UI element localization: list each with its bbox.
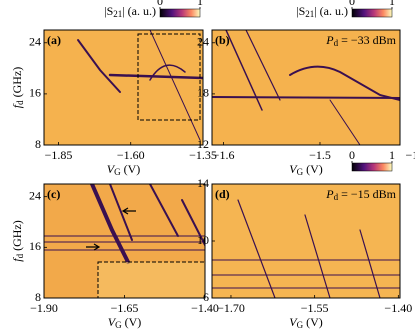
heatmap-a [44, 30, 203, 145]
x-tick-label: −1.40 [384, 301, 412, 315]
x-tick-label: −1.90 [30, 301, 58, 315]
colorbar-tick-label: 1 [389, 148, 395, 162]
y-tick-label: 24 [29, 188, 41, 202]
annotation-part: d [334, 192, 339, 202]
colorbar-label: |S21| (a. u.) [104, 4, 156, 19]
y-tick-label: 6 [203, 290, 209, 304]
x-tick-label: −1.4 [405, 148, 415, 162]
x-axis-label-part: G [297, 320, 304, 330]
colorbar-label-part: | (a. u.) [122, 4, 156, 18]
y-axis-label-part: d [15, 253, 25, 258]
x-axis-label-part: (V) [303, 162, 323, 176]
colorbar-label-part: 21 [305, 9, 314, 19]
y-tick-label: 18 [197, 86, 209, 100]
colorbar [351, 162, 393, 172]
colorbar [351, 8, 393, 18]
annotation-part: P [325, 187, 334, 201]
x-axis-label-part: G [297, 167, 304, 177]
x-tick-label: −1.85 [45, 148, 73, 162]
x-tick-label: −1.70 [217, 301, 245, 315]
x-axis-label: VG (V) [107, 162, 141, 177]
panel-label: (d) [215, 187, 230, 201]
x-axis-label-part: G [114, 167, 121, 177]
colorbar-label-part: | (a. u.) [314, 4, 348, 18]
x-axis-label: VG (V) [289, 162, 323, 177]
x-tick-label: −1.6 [213, 148, 235, 162]
x-axis-label-part: (V) [121, 162, 141, 176]
y-axis-label-part: (GHz) [10, 67, 24, 101]
x-axis-label-part: V [108, 315, 117, 329]
x-tick-label: −1.55 [301, 301, 329, 315]
annotation-part: = −15 dBm [338, 187, 397, 201]
y-tick-label: 14 [197, 176, 209, 190]
x-axis-label-part: G [115, 320, 122, 330]
x-tick-label: −1.35 [189, 148, 217, 162]
panel-label: (b) [215, 33, 230, 47]
y-tick-label: 16 [29, 239, 41, 253]
colorbar-label-part: 21 [113, 9, 122, 19]
x-tick-label: −1.5 [309, 148, 331, 162]
x-axis-label-part: (V) [303, 315, 323, 329]
y-tick-label: 10 [197, 233, 209, 247]
colorbar-tick-label: 1 [197, 0, 203, 8]
panel-label: (c) [47, 187, 60, 201]
colorbar-tick-label: 0 [349, 0, 355, 8]
annotation-part: P [325, 33, 334, 47]
y-axis-label-part: (GHz) [10, 220, 24, 254]
x-axis-label: VG (V) [108, 315, 142, 330]
annotation-part: d [334, 38, 339, 48]
annotation: Pd = −33 dBm [325, 33, 396, 48]
plot-frame [211, 29, 401, 146]
y-axis-label: fd (GHz) [10, 67, 25, 109]
x-tick-label: −1.65 [111, 301, 139, 315]
y-axis-label: fd (GHz) [10, 220, 25, 262]
x-axis-label: VG (V) [289, 315, 323, 330]
heatmap-d [212, 184, 400, 298]
y-axis-label-part: f [10, 103, 24, 108]
annotation-part: = −33 dBm [338, 33, 397, 47]
y-axis-label-part: d [15, 100, 25, 105]
y-tick-label: 12 [197, 137, 209, 151]
x-axis-label-part: V [289, 162, 298, 176]
colorbar [159, 8, 201, 18]
x-axis-label-part: V [289, 315, 298, 329]
y-tick-label: 8 [35, 290, 41, 304]
y-tick-label: 8 [35, 137, 41, 151]
y-tick-label: 24 [29, 35, 41, 49]
colorbar-tick-label: 1 [389, 0, 395, 8]
panel-label: (a) [47, 33, 61, 47]
x-axis-label-part: V [107, 162, 116, 176]
plot-frame [43, 29, 204, 146]
x-axis-label-part: (V) [122, 315, 142, 329]
colorbar-tick-label: 0 [349, 148, 355, 162]
colorbar-label-part: |S [104, 4, 113, 18]
x-tick-label: −1.60 [117, 148, 145, 162]
y-tick-label: 16 [29, 86, 41, 100]
colorbar-label: |S21| (a. u.) [296, 4, 348, 19]
colorbar-tick-label: 0 [157, 0, 163, 8]
heatmap-c [44, 184, 205, 298]
y-tick-label: 24 [197, 35, 209, 49]
colorbar-label-part: |S [296, 4, 305, 18]
y-axis-label-part: f [10, 257, 24, 262]
heatmap-b [212, 30, 400, 145]
annotation: Pd = −15 dBm [325, 187, 396, 202]
x-tick-label: −1.40 [191, 301, 219, 315]
